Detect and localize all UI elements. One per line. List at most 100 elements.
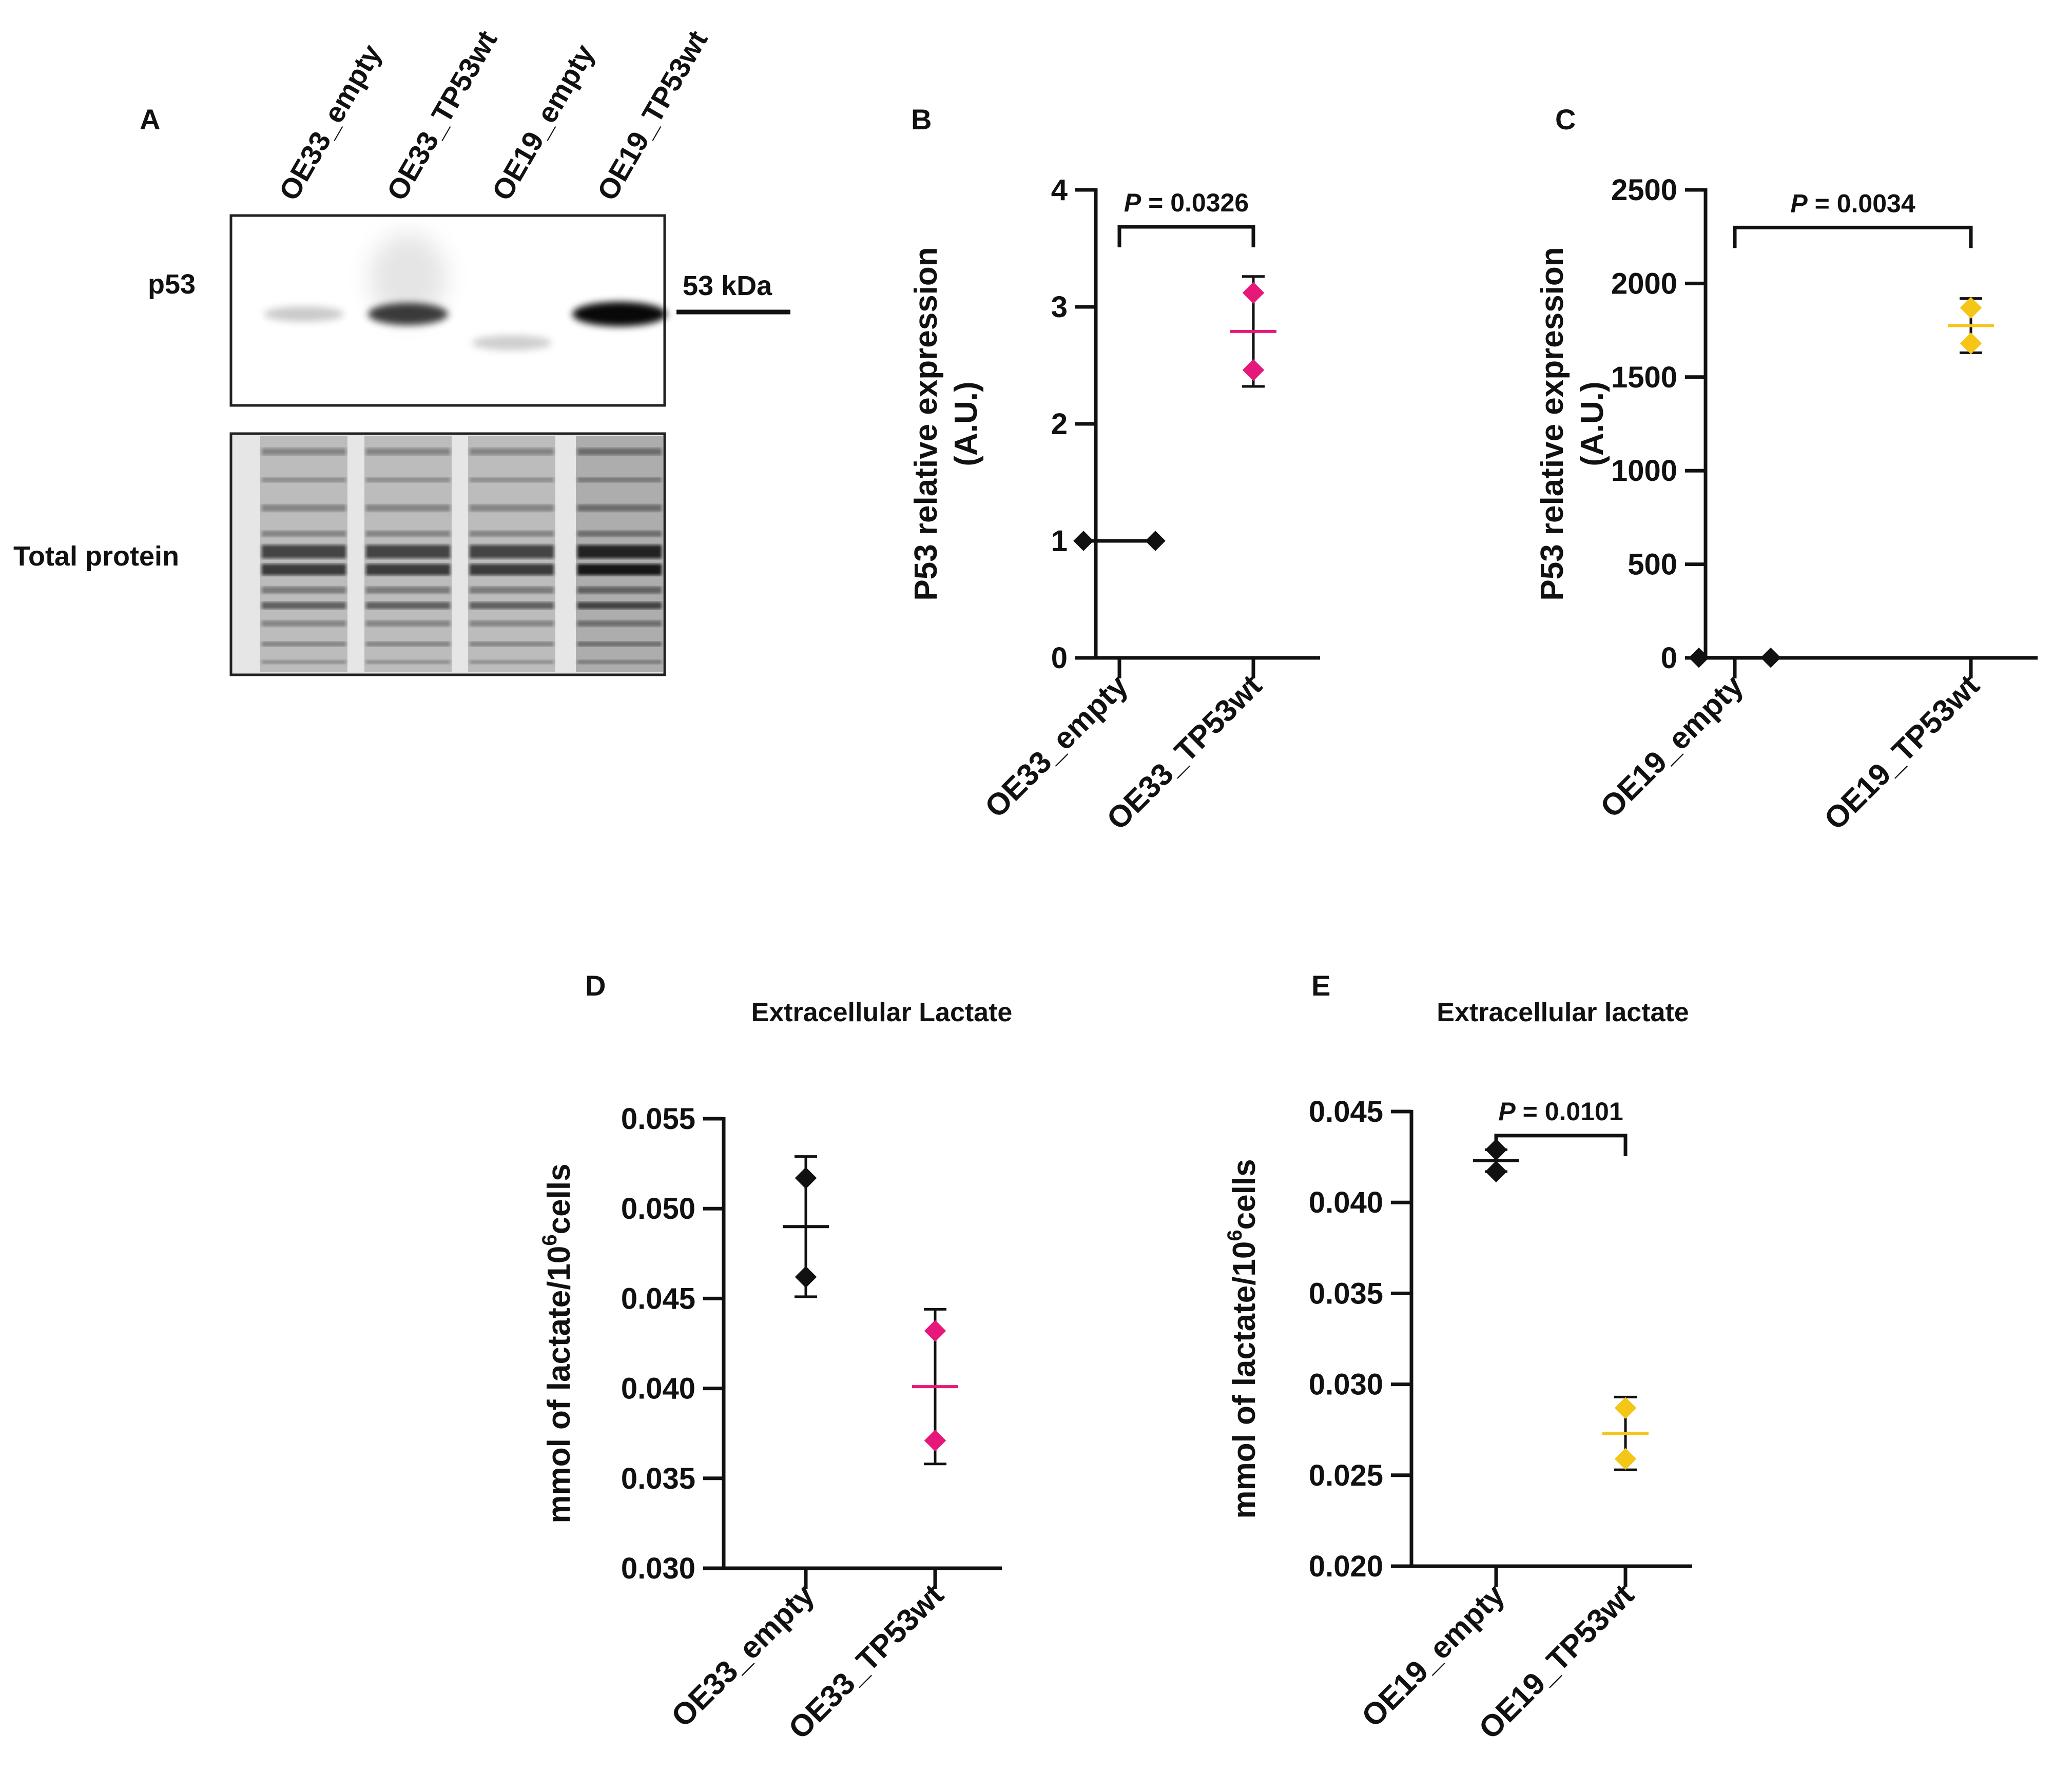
- protein-band: [470, 564, 554, 575]
- protein-band: [366, 587, 450, 594]
- protein-band: [577, 620, 662, 627]
- y-tick-label: 3: [1051, 290, 1068, 324]
- y-axis-label-units: cells: [1227, 1159, 1262, 1230]
- panel-letter: C: [1555, 103, 1576, 135]
- protein-band: [470, 602, 554, 609]
- significance-bracket: P = 0.0034: [1733, 189, 1973, 248]
- y-tick-label: 0.040: [621, 1372, 695, 1406]
- protein-band: [262, 504, 346, 512]
- p-value-number: = 0.0101: [1516, 1097, 1623, 1126]
- total-protein-lane-4: [576, 436, 663, 672]
- y-axis-label-superscript: 6: [538, 1234, 561, 1245]
- data-point: [924, 1430, 946, 1452]
- data-point: [1242, 282, 1265, 304]
- protein-band: [470, 531, 554, 537]
- p53-bands: [264, 233, 667, 350]
- protein-band: [470, 545, 554, 558]
- y-tick-label: 0.045: [621, 1282, 695, 1315]
- y-tick-label: 500: [1628, 548, 1677, 581]
- panel-e-chart: E Extracellular lactate 0.020 0.025 0.030 0.0…: [1224, 969, 1692, 1746]
- x-tick-label: OE19_TP53wt: [1817, 668, 1986, 836]
- protein-band: [366, 448, 450, 455]
- y-tick-label: 0.050: [621, 1192, 695, 1225]
- panel-d-chart: D Extracellular Lactate 0.030 0.035 0.040 0.0…: [538, 969, 1012, 1746]
- y-tick-label: 2000: [1611, 267, 1677, 300]
- total-protein-lane-1: [260, 436, 347, 672]
- protein-band: [366, 477, 450, 482]
- protein-band: [262, 641, 346, 647]
- data-point: [924, 1320, 946, 1342]
- p53-band-lane-3: [472, 335, 552, 350]
- series-OE19_TP53wt: [1948, 297, 1994, 355]
- panel-letter: E: [1311, 969, 1330, 1002]
- y-tick-label: 4: [1051, 173, 1068, 207]
- significance-bracket: P = 0.0101: [1494, 1097, 1628, 1156]
- data-point: [795, 1167, 817, 1189]
- protein-band: [577, 504, 662, 512]
- protein-band: [366, 641, 450, 647]
- p-value-symbol: P: [1124, 188, 1141, 217]
- lane-label-3: OE19_empty: [486, 39, 601, 206]
- series-OE19_empty: [1689, 647, 1781, 668]
- protein-band: [262, 660, 346, 664]
- y-axis-label: P53 relative expression (A.U.): [1535, 247, 1610, 600]
- molecular-weight-marker: 53 kDa: [683, 270, 772, 301]
- p-value-label: P = 0.0101: [1498, 1097, 1623, 1126]
- p-value-symbol: P: [1790, 189, 1808, 218]
- p53-smear-lane-2: [370, 233, 447, 321]
- y-tick-label: 0.055: [621, 1102, 695, 1136]
- data-point: [1760, 647, 1781, 668]
- protein-band: [470, 477, 554, 482]
- p-value-number: = 0.0034: [1808, 189, 1915, 218]
- y-axis-label-line-2: (A.U.): [948, 381, 984, 466]
- data-point: [1960, 297, 1982, 319]
- protein-band: [366, 602, 450, 609]
- protein-band: [577, 587, 662, 594]
- y-axis-label: P53 relative expression (A.U.): [908, 247, 984, 600]
- series-OE33_TP53wt: [912, 1308, 958, 1466]
- total-protein-lane-2: [364, 436, 452, 672]
- y-axis-label-superscript: 6: [1224, 1230, 1246, 1241]
- protein-band: [470, 587, 554, 594]
- total-protein-lanes: [260, 436, 663, 672]
- data-point: [1073, 531, 1094, 551]
- x-tick-label: OE19_empty: [1594, 668, 1750, 824]
- protein-band: [262, 587, 346, 594]
- total-protein-row-label: Total protein: [13, 541, 179, 572]
- data-point: [1485, 1160, 1507, 1183]
- series-OE19_TP53wt: [1602, 1395, 1649, 1471]
- y-axis-label-line-2: (A.U.): [1575, 381, 1610, 466]
- protein-band: [577, 477, 662, 482]
- protein-band: [366, 660, 450, 664]
- y-tick-label: 0.025: [1309, 1459, 1383, 1492]
- bracket-line: [1733, 225, 1973, 248]
- data-point: [1614, 1397, 1637, 1419]
- protein-band: [366, 564, 450, 575]
- protein-band: [262, 564, 346, 575]
- y-tick-label: 0: [1661, 641, 1677, 675]
- panel-c-chart: C 0 500 1000 1500 2000 2500 OE19_empty OE19_TP53…: [1535, 103, 2038, 836]
- protein-band: [577, 564, 662, 575]
- y-tick-label: 2500: [1611, 173, 1677, 207]
- y-tick-label: 0.030: [621, 1552, 695, 1585]
- panel-letter: B: [911, 103, 932, 135]
- y-axis-label-main: mmol of lactate/10: [1227, 1241, 1262, 1519]
- protein-band: [577, 641, 662, 647]
- protein-band: [577, 602, 662, 609]
- y-tick-label: 0.035: [1309, 1277, 1383, 1310]
- protein-band: [366, 620, 450, 627]
- data-point: [1689, 647, 1709, 668]
- lane-label-4: OE19_TP53wt: [591, 25, 714, 206]
- y-axis-label: mmol of lactate/106cells: [1224, 1159, 1262, 1518]
- chart-title: Extracellular lactate: [1437, 998, 1689, 1027]
- protein-band: [262, 620, 346, 627]
- protein-band: [366, 504, 450, 512]
- panel-a-western-blot: A OE33_empty OE33_TP53wt OE19_empty OE19…: [13, 25, 790, 676]
- y-tick-label: 1000: [1611, 454, 1677, 488]
- chart-title: Extracellular Lactate: [751, 998, 1013, 1027]
- y-tick-label: 1500: [1611, 361, 1677, 394]
- protein-band: [470, 641, 554, 647]
